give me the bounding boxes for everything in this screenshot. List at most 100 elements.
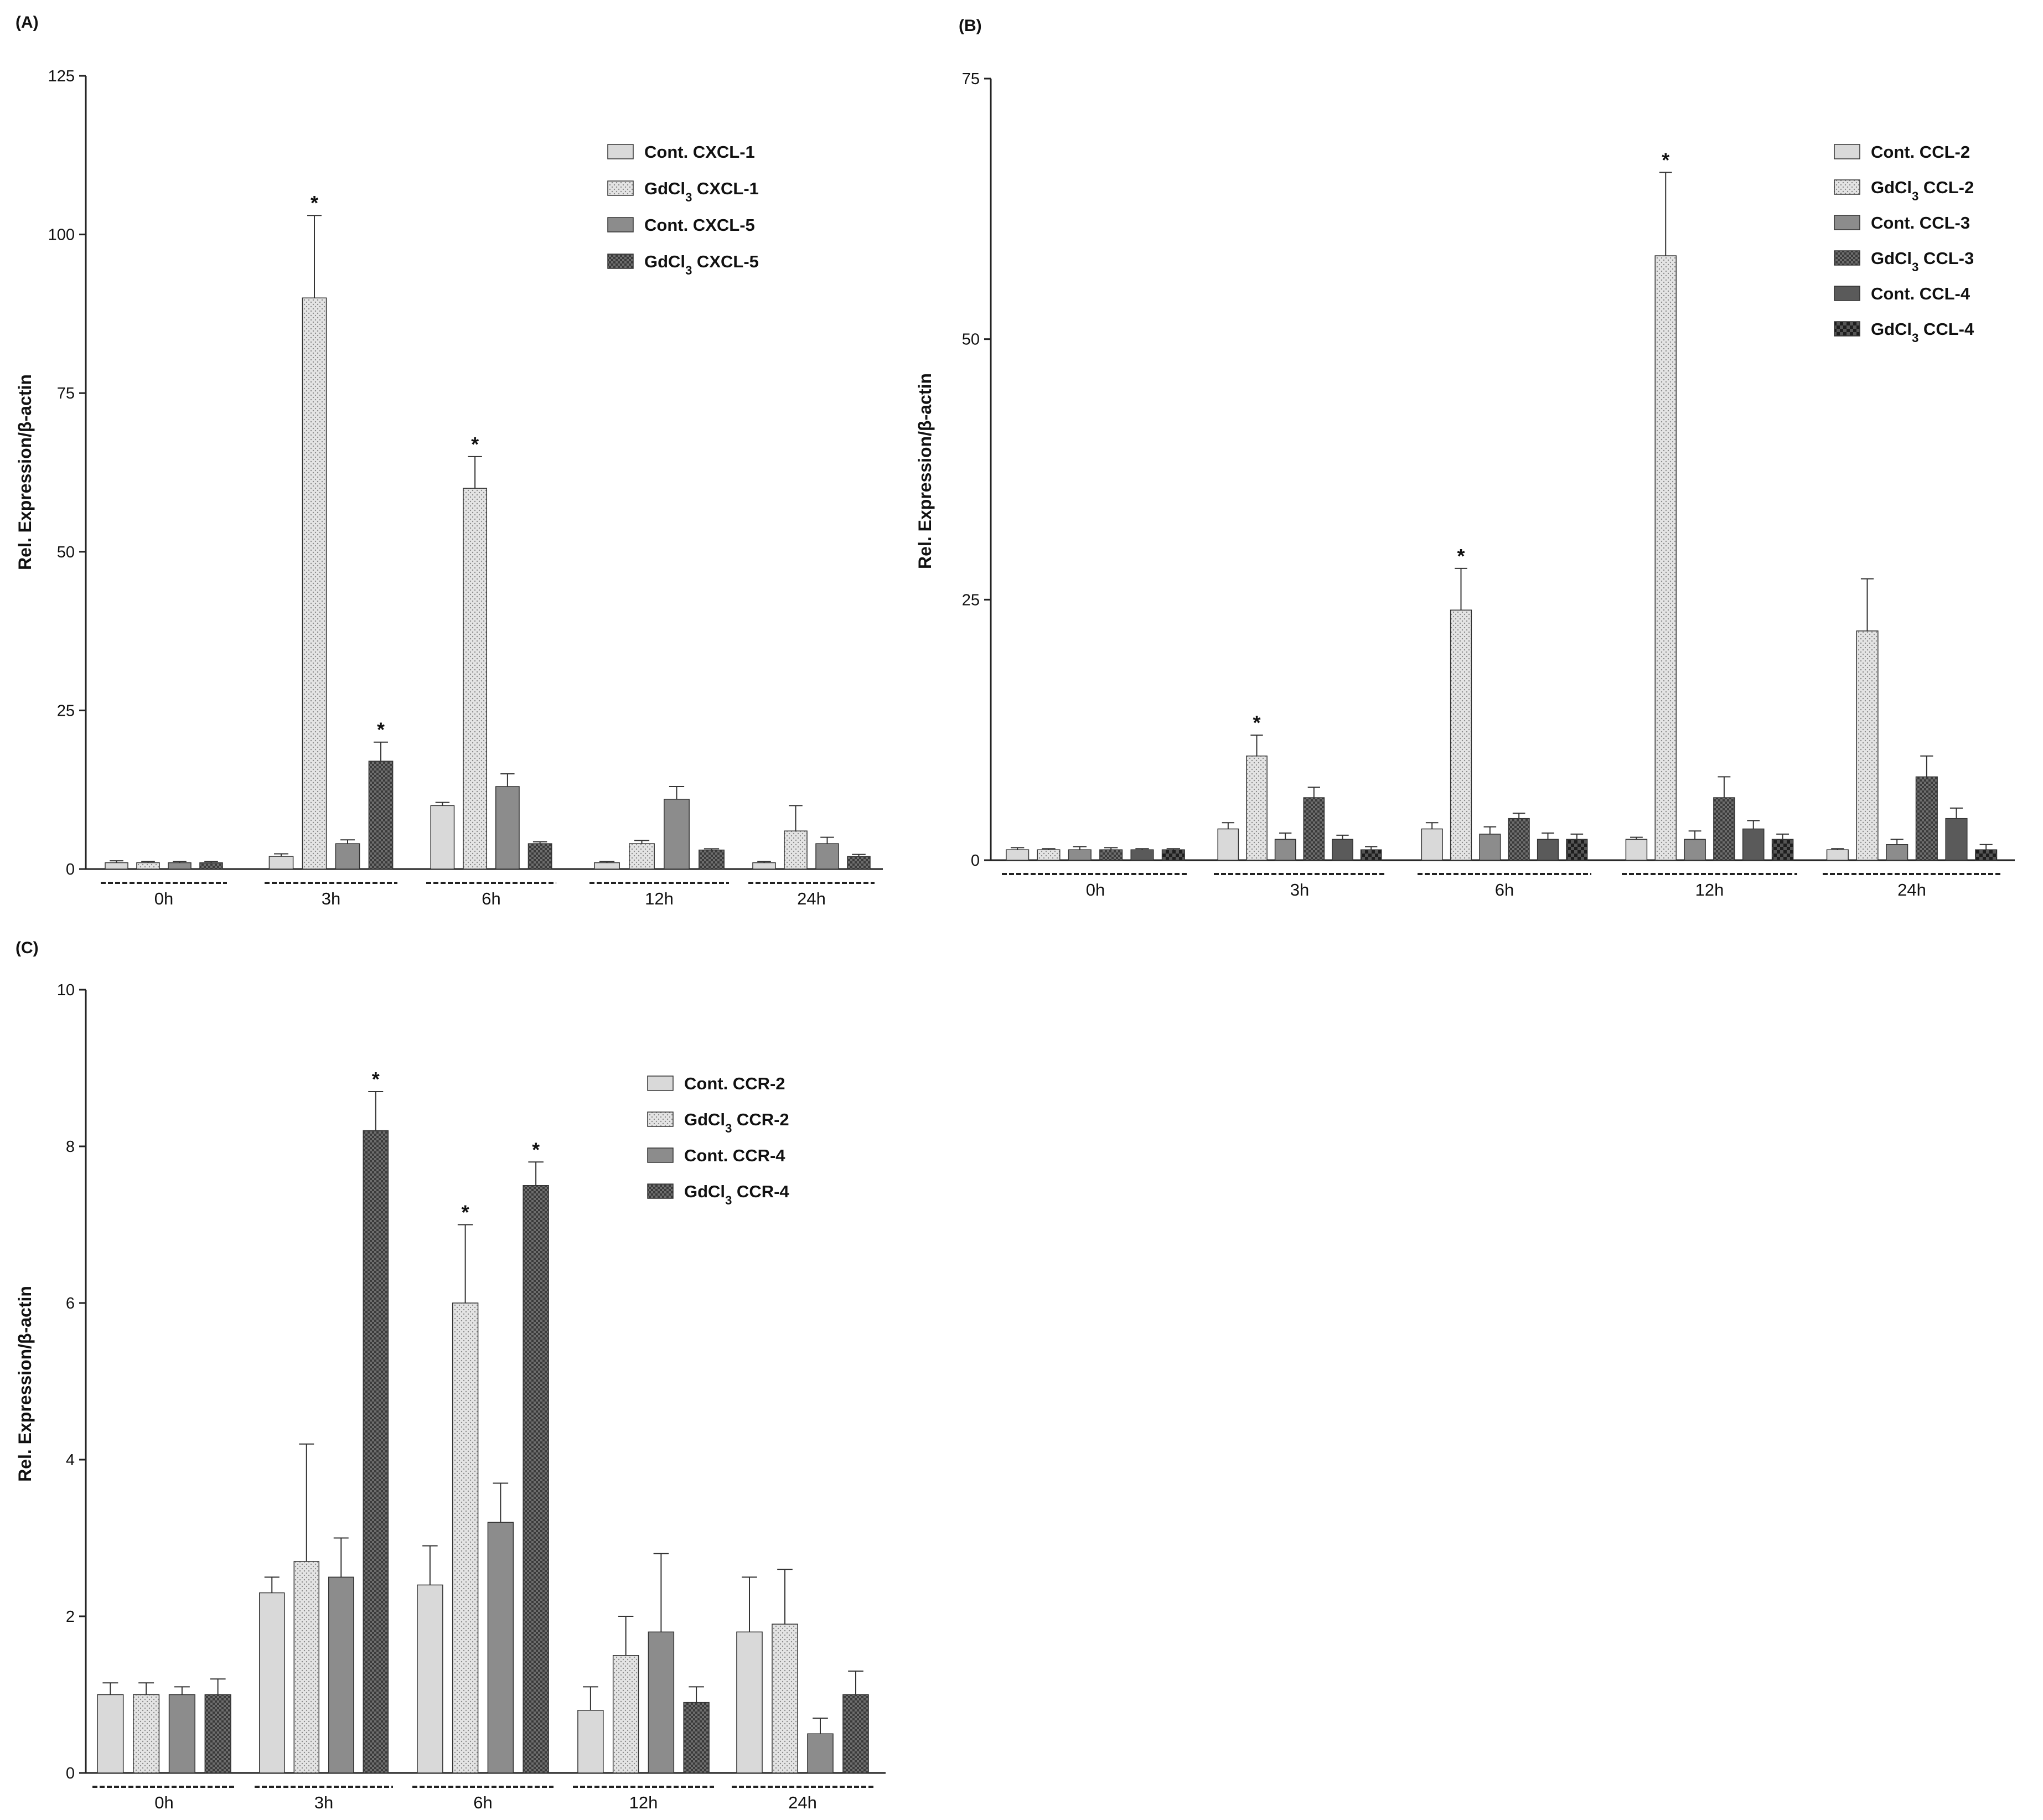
- legend-swatch: [1834, 250, 1860, 266]
- y-tick-label: 50: [57, 544, 75, 561]
- y-tick-label: 2: [66, 1608, 75, 1626]
- bar: [683, 1702, 710, 1774]
- legend-label: Cont. CCR-4: [684, 1146, 785, 1165]
- bar: [1217, 828, 1239, 861]
- significance-marker: *: [311, 192, 318, 214]
- bar: [1360, 849, 1382, 861]
- legend-swatch: [607, 217, 634, 232]
- bar: [1742, 828, 1765, 861]
- bar: [302, 297, 327, 870]
- x-category-label: 12h: [629, 1793, 658, 1812]
- y-tick-label: 4: [66, 1451, 75, 1469]
- bar: [204, 1694, 231, 1774]
- legend-label: Cont. CXCL-1: [644, 142, 755, 162]
- significance-marker: *: [1662, 148, 1669, 171]
- x-category-label: 6h: [1495, 880, 1514, 899]
- bar: [1479, 834, 1501, 861]
- bar: [752, 862, 776, 870]
- panel-c: (C) Rel. Expression/β-actin 0 2 4 6 8 10 0h * 3h * *…: [15, 939, 886, 1812]
- bar: [1450, 609, 1472, 861]
- significance-marker: *: [471, 433, 479, 456]
- bar: [648, 1631, 675, 1774]
- bar: [1099, 849, 1123, 861]
- y-axis-label: Rel. Expression/β-actin: [15, 1286, 35, 1482]
- y-tick-label: 0: [971, 852, 980, 870]
- bar: [847, 856, 871, 870]
- y-tick-label: 10: [57, 981, 75, 999]
- significance-marker: *: [372, 1068, 380, 1090]
- bar: [629, 843, 655, 870]
- y-tick-label: 25: [57, 702, 75, 720]
- bar: [293, 1561, 319, 1774]
- y-tick-label: 0: [66, 861, 75, 878]
- legend-swatch: [607, 180, 634, 196]
- bar: [1421, 828, 1443, 861]
- panel-label: (A): [15, 13, 39, 32]
- x-category-label: 6h: [473, 1793, 492, 1812]
- x-category-label: 6h: [482, 889, 500, 908]
- y-axis-label: Rel. Expression/β-actin: [15, 374, 35, 570]
- legend-label: Cont. CCL-4: [1871, 284, 1970, 303]
- legend-label: GdCl3 CCR-4: [684, 1182, 789, 1207]
- bar: [1684, 839, 1706, 861]
- bar: [1625, 839, 1648, 861]
- legend-label: Cont. CCR-2: [684, 1074, 785, 1093]
- bar: [1856, 630, 1879, 861]
- bar: [1713, 797, 1735, 861]
- bar: [328, 1576, 354, 1774]
- legend-swatch: [1834, 321, 1860, 337]
- x-category-label: 3h: [314, 1793, 333, 1812]
- legend-label: Cont. CCL-2: [1871, 142, 1970, 162]
- bar: [527, 843, 552, 870]
- y-tick-label: 75: [962, 70, 980, 88]
- x-category-label: 3h: [1290, 880, 1309, 899]
- legend-label: GdCl3 CCR-2: [684, 1110, 789, 1135]
- legend-swatch: [607, 144, 634, 159]
- legend-swatch: [1834, 286, 1860, 301]
- x-category-label: 12h: [645, 889, 674, 908]
- panel-label: (C): [15, 939, 39, 957]
- y-tick-label: 125: [48, 68, 75, 85]
- bar: [1037, 849, 1061, 861]
- bar: [1246, 755, 1268, 861]
- y-tick-label: 6: [66, 1295, 75, 1312]
- bar: [452, 1302, 479, 1774]
- y-tick-label: 25: [962, 591, 980, 609]
- bar: [699, 849, 725, 870]
- bar: [664, 799, 690, 870]
- bar: [1303, 797, 1325, 861]
- significance-marker: *: [1253, 711, 1260, 734]
- x-category-label: 0h: [1086, 880, 1105, 899]
- bar: [199, 862, 223, 870]
- legend-swatch: [1834, 144, 1860, 159]
- bar: [463, 488, 488, 870]
- bar: [136, 862, 160, 870]
- bar: [772, 1623, 798, 1774]
- bar: [1006, 849, 1030, 861]
- x-category-label: 12h: [1695, 880, 1724, 899]
- bar: [97, 1694, 124, 1774]
- significance-marker: *: [377, 718, 385, 741]
- bar: [1975, 849, 1998, 861]
- bar: [815, 843, 839, 870]
- bar: [168, 862, 192, 870]
- bar: [487, 1522, 514, 1774]
- bar: [430, 805, 455, 870]
- significance-marker: *: [1457, 545, 1465, 567]
- bar: [1332, 839, 1353, 861]
- y-tick-label: 50: [962, 331, 980, 349]
- bar: [1915, 776, 1938, 861]
- bar: [495, 786, 520, 870]
- legend-swatch: [1834, 179, 1860, 195]
- y-tick-label: 75: [57, 385, 75, 402]
- bar: [1654, 255, 1677, 861]
- bar: [268, 856, 294, 870]
- bar: [363, 1130, 389, 1774]
- bar: [259, 1592, 285, 1774]
- panel-b: (B) Rel. Expression/β-actin 0 25 50 75 0h * 3h * 6…: [915, 17, 2015, 899]
- bar: [1508, 818, 1530, 861]
- y-tick-label: 0: [66, 1765, 75, 1782]
- significance-marker: *: [532, 1138, 540, 1161]
- bar: [133, 1694, 160, 1774]
